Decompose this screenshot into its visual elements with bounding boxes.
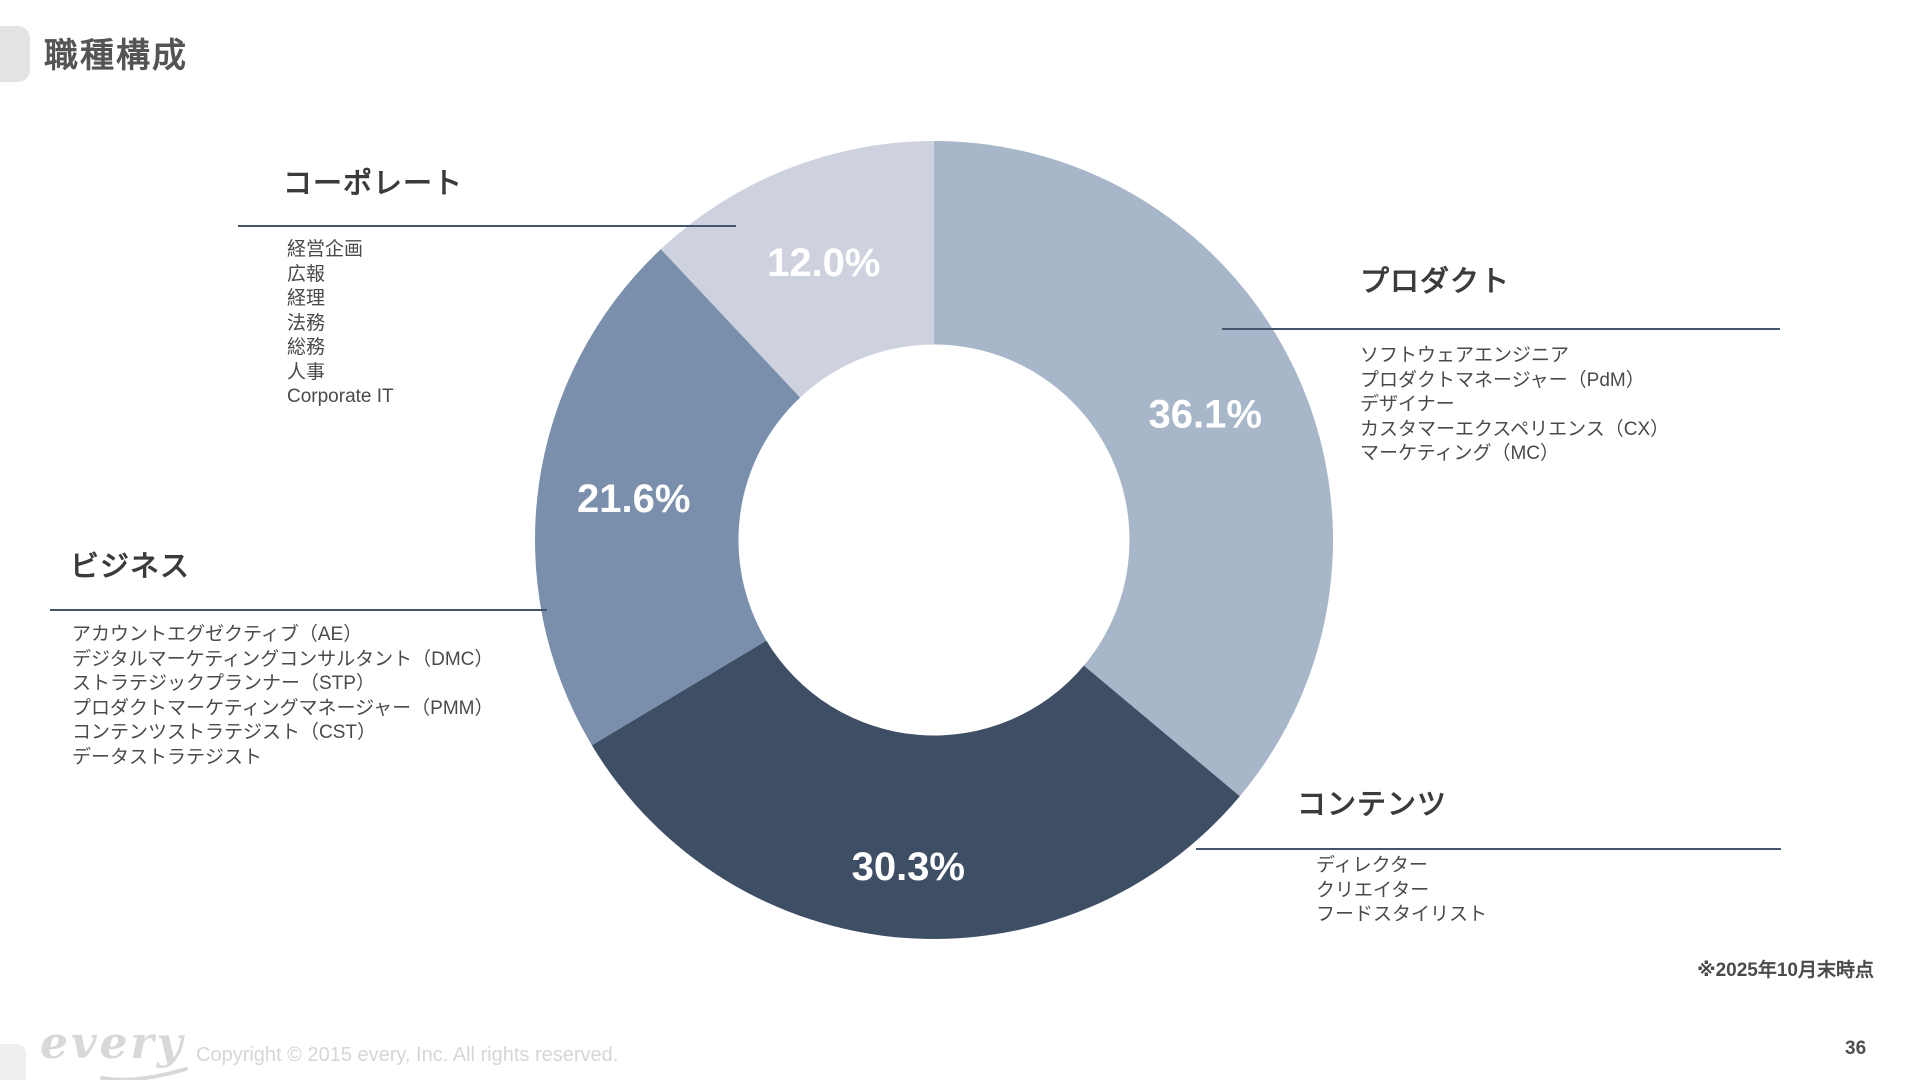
list-item: クリエイター [1316,879,1430,901]
list-item: 人事 [287,361,326,383]
corporate-role-list: 経営企画広報経理法務総務人事 Corporate IT [287,238,394,410]
copyright-text: Copyright © 2015 every, Inc. All rights … [196,1044,619,1066]
footer-accent-tab [0,1044,26,1080]
corporate-heading: コーポレート [283,168,464,200]
business-role-list: アカウントエグゼクティブ（AE） デジタルマーケティングコンサルタント（DMC） ス… [72,623,493,770]
list-item: 経営企画 [287,239,364,260]
list-item: プロダクトマーケティングマネージャー（PMM） [72,697,494,719]
list-item: 広報 [287,263,326,285]
list-item: ソフトウェアエンジニア [1360,345,1570,366]
content-role-list: ディレクター クリエイターフードスタイリスト [1316,854,1487,928]
donut-slice-2 [591,640,1240,939]
list-item: 総務 [287,337,326,358]
as-of-date-note: ※2025年10月末時点 [1697,960,1874,981]
donut-chart: 36.1% 30.3% 21.6% 12.0% [535,141,1334,939]
list-item: ディレクター [1316,855,1428,876]
list-item: プロダクトマネージャー（PdM） [1360,369,1645,391]
page-number: 36 [1845,1038,1867,1059]
list-item: デジタルマーケティングコンサルタント（DMC） [72,648,494,670]
slice-percentage-label: 30.3% [852,845,965,889]
list-item: アカウントエグゼクティブ（AE） [72,624,363,645]
list-item: 法務 [287,312,326,334]
donut-slice-1 [934,141,1334,797]
page-title: 職種構成 [44,37,188,75]
slice-percentage-label: 12.0% [767,241,880,285]
logo-flourish-swoosh [100,1067,188,1080]
list-item: マーケティング（MC） [1360,443,1560,464]
list-item: コンテンツストラテジスト（CST） [72,722,377,743]
slice-percentage-label: 21.6% [577,477,690,521]
business-leader-line [50,609,547,611]
list-item: デザイナー [1360,394,1455,415]
corporate-leader-line [238,225,736,227]
list-item: ストラテジックプランナー（STP） [72,673,375,694]
product-heading: プロダクト [1360,266,1511,298]
content-heading: コンテンツ [1297,789,1448,821]
slice-percentage-label: 36.1% [1148,392,1261,436]
content-leader-line [1196,848,1781,850]
list-item: フードスタイリスト [1316,904,1488,925]
list-item: データストラテジスト [72,746,263,768]
business-heading: ビジネス [70,551,191,583]
every-logo: every [40,1018,186,1069]
list-item: Corporate IT [287,386,394,407]
list-item: 経理 [287,288,326,309]
title-accent-tab [0,26,30,82]
product-leader-line [1222,328,1780,330]
product-role-list: ソフトウェアエンジニアプロダクトマネージャー（PdM） デザイナーカスタマーエクス… [1360,344,1669,467]
donut-slice-4 [660,141,934,398]
list-item: カスタマーエクスペリエンス（CX） [1360,418,1670,440]
donut-slice-3 [535,249,801,746]
